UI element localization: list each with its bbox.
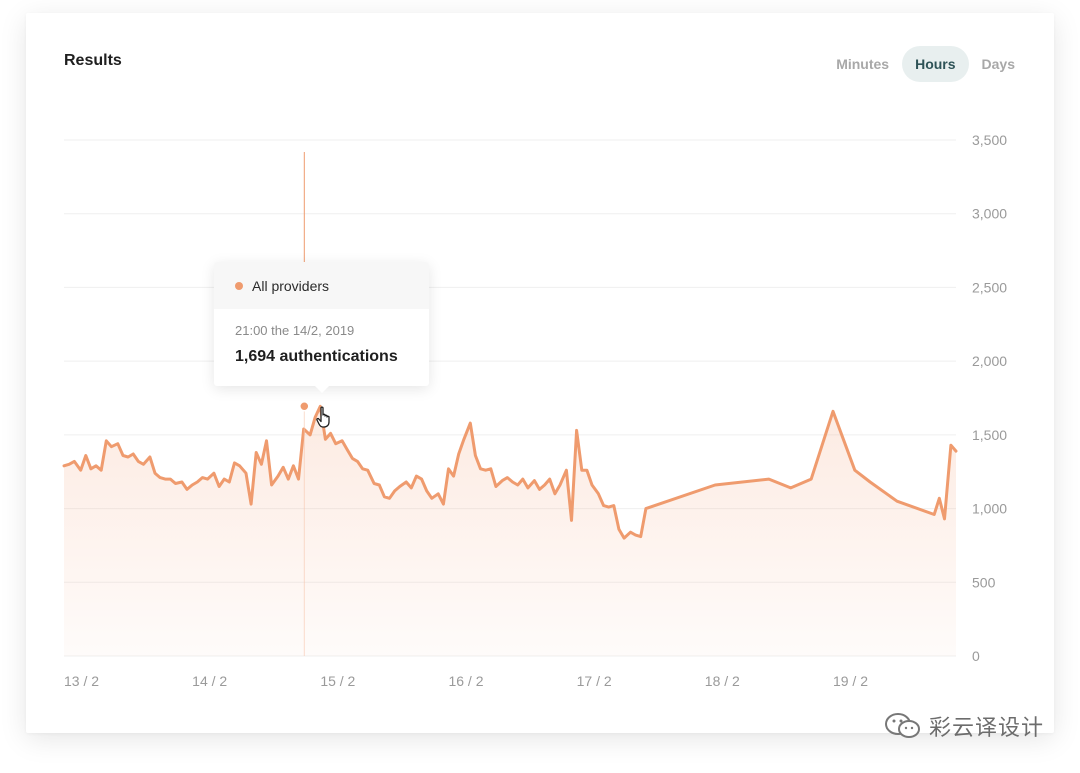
tab-days[interactable]: Days [981,56,1015,72]
wechat-icon [884,713,920,738]
tab-minutes[interactable]: Minutes [836,56,890,72]
series-color-dot [235,281,243,290]
x-tick-label: 15 / 2 [320,673,355,689]
y-tick-label: 0 [972,648,980,664]
card-title: Results [64,52,122,69]
x-tick-label: 14 / 2 [192,673,227,689]
series-all-providers [62,404,958,656]
tooltip-series-label: All providers [252,277,330,294]
y-tick-label: 2,500 [972,279,1007,295]
x-tick-label: 19 / 2 [833,673,868,689]
y-tick-label: 3,000 [972,206,1007,222]
x-axis: 13 / 2 14 / 2 15 / 2 16 / 2 17 / 2 18 / 2 19 /… [64,673,868,689]
chart-tooltip: All providers 21:00 the 14/2, 2019 1,694… [214,262,429,386]
tab-hours[interactable]: Hours [902,46,969,82]
x-tick-label: 17 / 2 [577,673,612,689]
tooltip-date: 21:00 the 14/2, 2019 [235,323,355,338]
y-tick-label: 2,000 [972,353,1007,369]
tooltip-header: All providers [214,262,429,309]
series-area [64,406,956,656]
y-tick-label: 1,000 [972,501,1007,517]
x-tick-label: 13 / 2 [64,673,99,689]
watermark: 彩云译设计 [883,710,1044,742]
y-tick-label: 500 [972,574,996,590]
tooltip-value: 1,694 authentications [235,348,398,365]
series-line [62,404,958,540]
hover-point [299,401,310,412]
y-axis: 0 500 1,000 1,500 2,000 2,500 3,000 3,500 [972,132,1007,664]
tooltip-arrow [315,386,329,393]
hover-highlight [299,152,310,656]
hand-pointer-icon [315,406,335,435]
watermark-text: 彩云译设计 [928,715,1044,740]
x-tick-label: 16 / 2 [448,673,483,689]
y-tick-label: 3,500 [972,132,1007,148]
time-range-toggle: Minutes Hours Days [823,46,1028,82]
x-tick-label: 18 / 2 [705,673,740,689]
y-tick-label: 1,500 [972,427,1007,443]
